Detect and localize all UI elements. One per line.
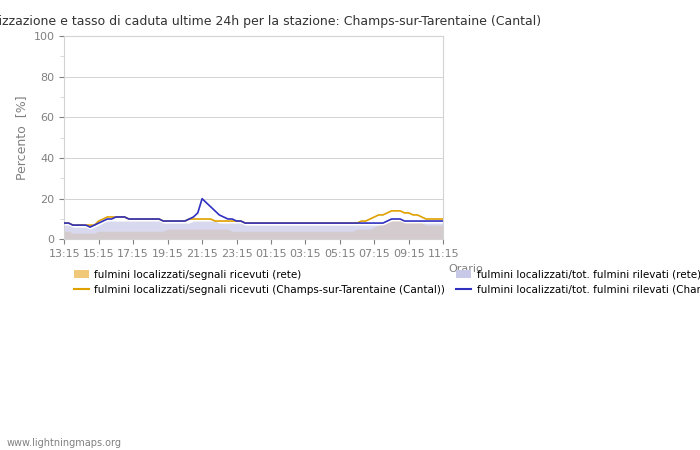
Y-axis label: Percento  [%]: Percento [%] xyxy=(15,95,28,180)
Text: Orario: Orario xyxy=(449,264,484,274)
Title: Localizzazione e tasso di caduta ultime 24h per la stazione: Champs-sur-Tarentai: Localizzazione e tasso di caduta ultime … xyxy=(0,15,541,28)
Legend: fulmini localizzati/segnali ricevuti (rete), fulmini localizzati/segnali ricevut: fulmini localizzati/segnali ricevuti (re… xyxy=(69,266,700,299)
Text: www.lightningmaps.org: www.lightningmaps.org xyxy=(7,438,122,448)
